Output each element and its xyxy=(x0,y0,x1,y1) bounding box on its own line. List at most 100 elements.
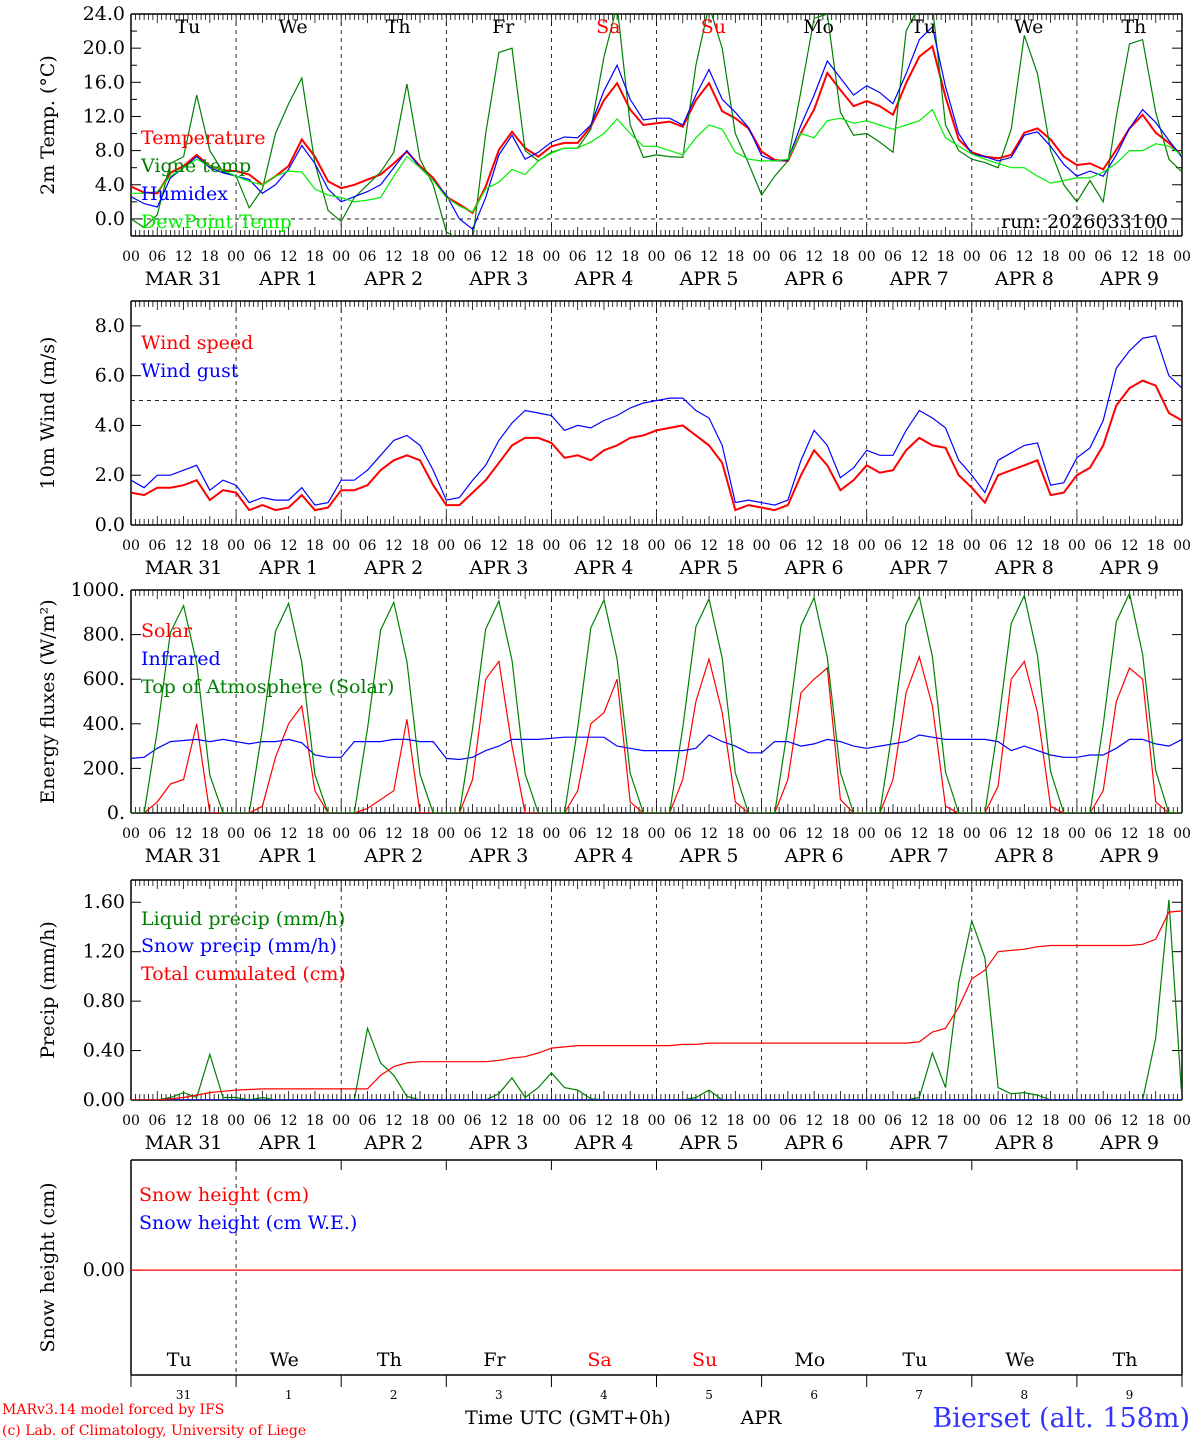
x-tick-label: 12 xyxy=(1015,1113,1033,1129)
x-tick-label: 06 xyxy=(884,1113,902,1129)
x-tick-label: 06 xyxy=(464,538,482,554)
x-tick-label: 12 xyxy=(1015,249,1033,265)
y-tick-label: 16.0 xyxy=(83,71,125,93)
x-tick-label: 00 xyxy=(122,826,140,842)
x-tick-label: 00 xyxy=(437,249,455,265)
y-tick-label: 0.00 xyxy=(83,1259,125,1281)
x-tick-label: 12 xyxy=(595,249,613,265)
x-tick-label: 00 xyxy=(332,1113,350,1129)
x-tick-label: 06 xyxy=(1094,538,1112,554)
y-tick-label: 0.00 xyxy=(83,1089,125,1111)
date-label: APR 6 xyxy=(784,845,844,867)
day-number: 4 xyxy=(600,1388,608,1402)
x-tick-label: 06 xyxy=(569,249,587,265)
x-tick-label: 06 xyxy=(253,249,271,265)
x-tick-label: 00 xyxy=(1068,826,1086,842)
series-line-wind-gust xyxy=(131,335,1182,506)
x-tick-label: 00 xyxy=(437,538,455,554)
y-tick-label: 8.0 xyxy=(95,140,125,162)
x-tick-label: 06 xyxy=(464,249,482,265)
panel-3 xyxy=(130,589,1183,814)
x-tick-label: 18 xyxy=(306,538,324,554)
x-tick-label: 12 xyxy=(280,538,298,554)
x-tick-label: 00 xyxy=(542,1113,560,1129)
date-label: MAR 31 xyxy=(145,557,223,579)
x-tick-label: 18 xyxy=(411,249,429,265)
x-tick-label: 00 xyxy=(648,249,666,265)
x-tick-label: 12 xyxy=(805,826,823,842)
month-label: APR xyxy=(740,1407,783,1429)
x-tick-label: 06 xyxy=(674,1113,692,1129)
y-tick-label: 6.0 xyxy=(95,365,125,387)
series-line-humidex xyxy=(131,25,1182,231)
day-number: 7 xyxy=(915,1388,923,1402)
x-tick-label: 00 xyxy=(122,1113,140,1129)
y-tick-label: 0. xyxy=(107,802,125,824)
x-tick-label: 00 xyxy=(858,538,876,554)
date-label: APR 1 xyxy=(258,845,318,867)
day-name: Su xyxy=(701,16,726,38)
x-tick-label: 18 xyxy=(621,826,639,842)
x-tick-label: 12 xyxy=(490,826,508,842)
model-credit: MARv3.14 model forced by IFS xyxy=(2,1402,224,1418)
run-annotation: run: 2026033100 xyxy=(1001,211,1168,233)
x-tick-label: 18 xyxy=(726,1113,744,1129)
x-tick-label: 18 xyxy=(937,538,955,554)
x-tick-label: 06 xyxy=(989,826,1007,842)
day-name: Tu xyxy=(902,1349,927,1371)
day-name: Tu xyxy=(911,16,936,38)
x-tick-label: 18 xyxy=(621,538,639,554)
x-tick-label: 00 xyxy=(1068,1113,1086,1129)
x-tick-label: 18 xyxy=(621,249,639,265)
x-tick-label: 00 xyxy=(648,826,666,842)
x-tick-label: 18 xyxy=(726,249,744,265)
x-tick-label: 06 xyxy=(359,826,377,842)
y-axis-label: 2m Temp. (°C) xyxy=(37,55,59,195)
y-tick-label: 8.0 xyxy=(95,315,125,337)
x-tick-label: 18 xyxy=(832,826,850,842)
day-name: We xyxy=(1005,1349,1034,1371)
x-tick-label: 06 xyxy=(884,538,902,554)
day-name: Mo xyxy=(803,16,834,38)
x-tick-label: 12 xyxy=(385,249,403,265)
x-tick-label: 18 xyxy=(201,538,219,554)
x-tick-label: 18 xyxy=(832,538,850,554)
date-label: APR 6 xyxy=(784,268,844,290)
x-tick-label: 12 xyxy=(700,538,718,554)
x-tick-label: 06 xyxy=(569,826,587,842)
x-tick-label: 18 xyxy=(832,249,850,265)
x-tick-label: 00 xyxy=(437,826,455,842)
x-tick-label: 18 xyxy=(201,826,219,842)
x-tick-label: 18 xyxy=(937,249,955,265)
date-label: APR 8 xyxy=(994,845,1054,867)
x-tick-label: 00 xyxy=(648,538,666,554)
legend-entry: Total cumulated (cm) xyxy=(141,963,346,985)
x-tick-label: 06 xyxy=(674,538,692,554)
x-tick-label: 12 xyxy=(490,1113,508,1129)
y-tick-label: 200. xyxy=(83,757,125,779)
x-tick-label: 00 xyxy=(122,538,140,554)
x-tick-label: 00 xyxy=(332,826,350,842)
x-tick-label: 18 xyxy=(937,826,955,842)
y-tick-label: 24.0 xyxy=(83,3,125,25)
x-tick-label: 18 xyxy=(1042,538,1060,554)
x-tick-label: 12 xyxy=(595,1113,613,1129)
x-tick-label: 18 xyxy=(516,249,534,265)
series-line-top-of-atmosphere-solar- xyxy=(131,591,1182,813)
x-tick-label: 06 xyxy=(884,249,902,265)
series-line-vigne-temp xyxy=(131,14,1182,236)
date-label: APR 6 xyxy=(784,557,844,579)
date-label: APR 2 xyxy=(363,268,423,290)
day-number: 1 xyxy=(285,1388,293,1402)
y-axis-label: Snow height (cm) xyxy=(37,1182,59,1352)
x-tick-label: 06 xyxy=(253,538,271,554)
y-tick-label: 600. xyxy=(83,668,125,690)
date-label: APR 2 xyxy=(363,557,423,579)
date-label: APR 3 xyxy=(468,268,528,290)
x-tick-label: 00 xyxy=(753,538,771,554)
x-tick-label: 00 xyxy=(227,538,245,554)
x-tick-label: 06 xyxy=(569,1113,587,1129)
y-axis-label: Energy fluxes (W/m²) xyxy=(37,599,59,803)
date-label: APR 5 xyxy=(679,268,739,290)
day-name: We xyxy=(278,16,307,38)
